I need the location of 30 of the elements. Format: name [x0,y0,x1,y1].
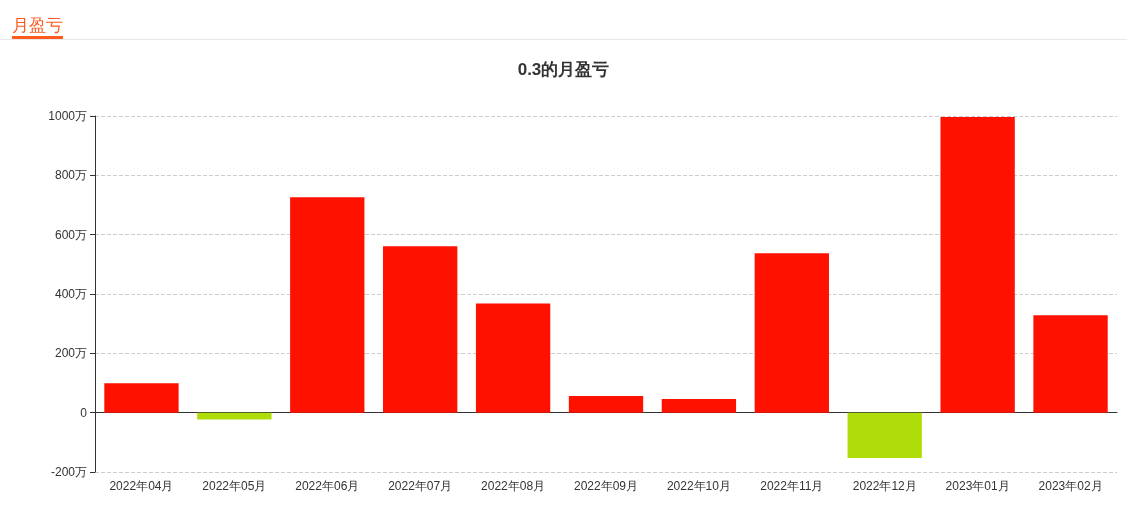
y-tick-label: 800万 [54,168,87,183]
x-tick-label: 2022年09月 [573,479,639,493]
x-tick-label: 2022年04月 [109,479,174,493]
x-tick-label: 2022年11月 [760,479,824,493]
bar [568,396,644,413]
x-tick-label: 2022年10月 [666,479,731,493]
y-tick-label: 400万 [54,287,87,301]
x-tick-label: 2022年12月 [852,479,917,493]
y-tick-label: 1000万 [48,109,87,123]
bar [1033,315,1108,413]
x-tick-label: 2023年02月 [1038,479,1103,493]
bar [383,246,458,413]
x-tick-label: 2022年05月 [202,479,267,493]
text: 月盈亏 [12,15,63,39]
x-tick-label: 2022年07月 [388,479,453,493]
bar [475,303,551,413]
bar [940,116,1015,413]
bar [104,383,179,413]
y-tick-label: 600万 [54,227,87,242]
y-tick-label: 200万 [54,346,87,361]
x-tick-label: 2022年08月 [481,479,546,493]
y-tick-label: 0 [80,405,88,420]
x-tick-label: 2022年06月 [295,479,360,493]
bar [661,399,737,413]
x-tick-label: 2023年01月 [945,479,1010,493]
bar [754,253,829,413]
chart-title: 0.3的月盈亏 [517,60,610,79]
bar [847,412,922,459]
bar [290,197,365,413]
y-tick-label: -200万 [50,465,87,479]
